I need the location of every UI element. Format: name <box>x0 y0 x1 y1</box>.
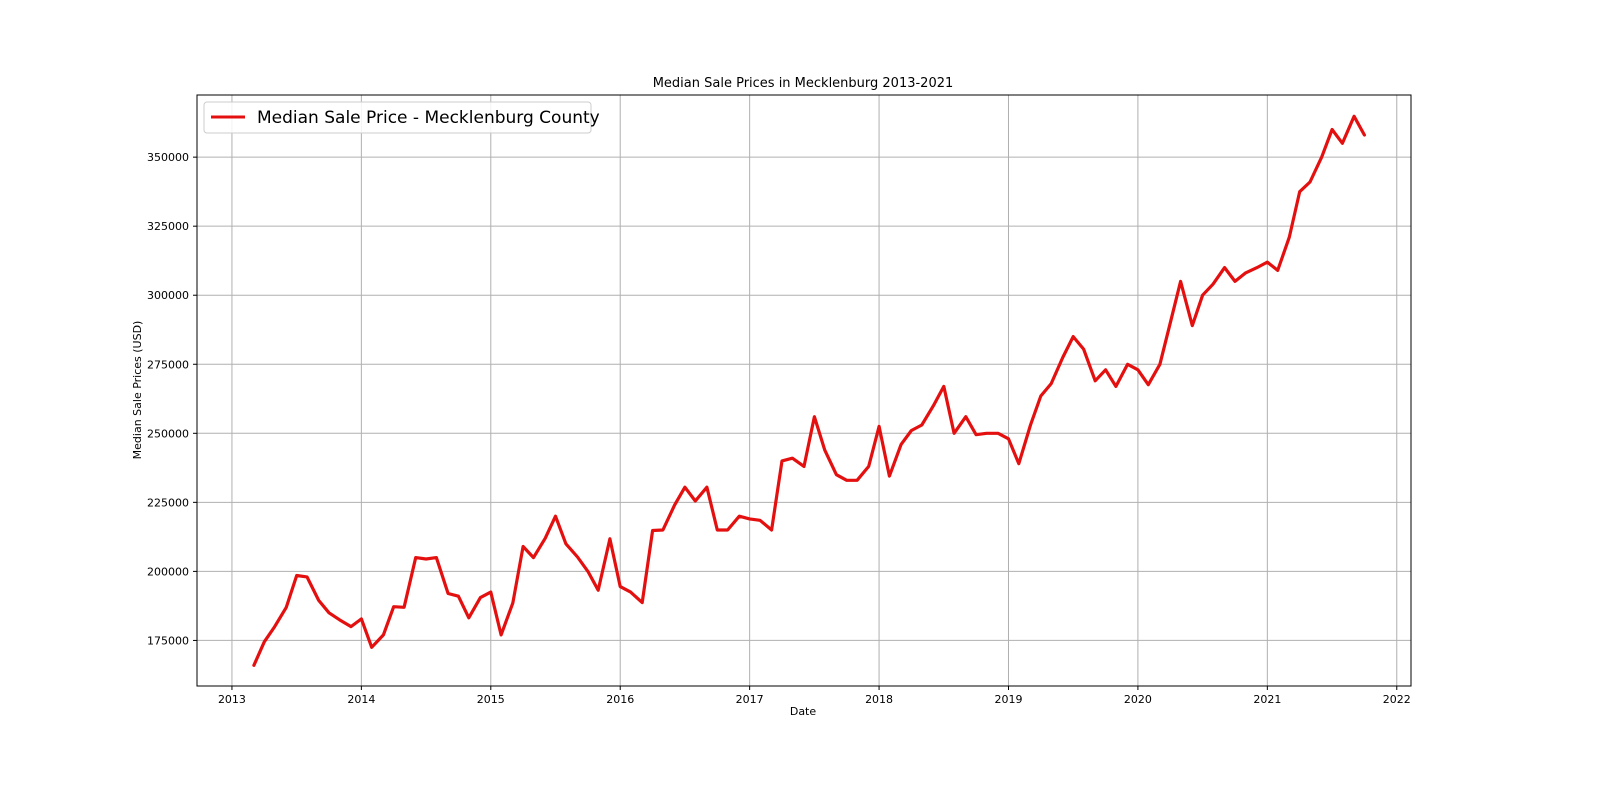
x-tick-label: 2013 <box>218 693 246 706</box>
x-tick-label: 2018 <box>865 693 893 706</box>
series-line <box>252 114 1367 667</box>
y-tick-label: 200000 <box>147 565 189 578</box>
y-tick-label: 225000 <box>147 496 189 509</box>
legend-box <box>203 101 592 134</box>
y-tick-label: 350000 <box>147 151 189 164</box>
y-tick-label: 275000 <box>147 358 189 371</box>
x-tick-label: 2022 <box>1383 693 1411 706</box>
x-tick-label: 2014 <box>347 693 375 706</box>
plot-area-frame <box>196 94 1412 687</box>
y-tick-label: 300000 <box>147 289 189 302</box>
y-axis-title: Median Sale Prices (USD) <box>131 321 144 460</box>
x-tick-label: 2015 <box>477 693 505 706</box>
chart-title: Median Sale Prices in Mecklenburg 2013-2… <box>653 76 954 91</box>
x-axis-title: Date <box>790 705 817 718</box>
x-axis-ticks: 2013 2014 2015 2016 2017 2018 2019 2020 2021 2022 <box>218 686 1411 706</box>
y-axis-ticks: 175000 200000 225000 250000 275000 300000 3250… <box>147 151 197 647</box>
x-tick-label: 2016 <box>606 693 634 706</box>
x-tick-label: 2021 <box>1253 693 1281 706</box>
y-tick-label: 175000 <box>147 634 189 647</box>
legend: Median Sale Price - Mecklenburg County <box>203 101 600 134</box>
y-tick-label: 325000 <box>147 220 189 233</box>
x-tick-label: 2017 <box>736 693 764 706</box>
legend-label: Median Sale Price - Mecklenburg County <box>257 108 600 128</box>
x-tick-label: 2019 <box>994 693 1022 706</box>
grid-lines <box>197 95 1411 686</box>
y-tick-label: 250000 <box>147 427 189 440</box>
series-layer <box>252 114 1367 667</box>
x-tick-label: 2020 <box>1124 693 1152 706</box>
